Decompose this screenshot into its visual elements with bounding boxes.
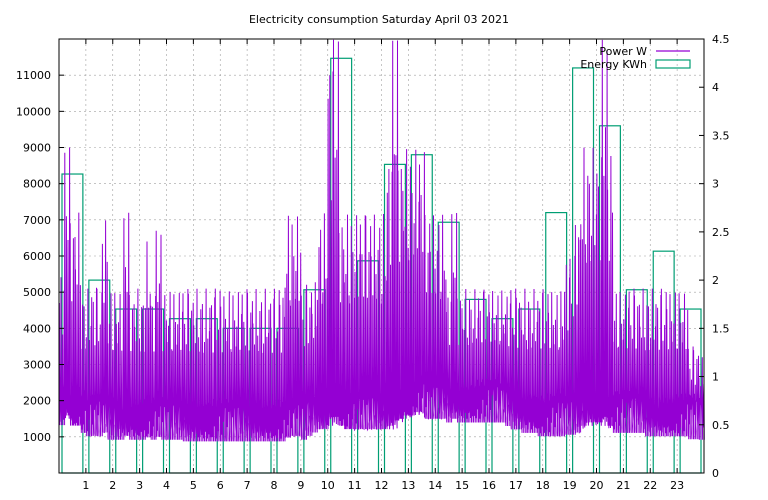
x-tick-label: 23 (670, 479, 684, 492)
legend-swatch-energy (655, 59, 691, 69)
x-tick-label: 2 (109, 479, 116, 492)
y2-tick-label: 2.5 (712, 226, 730, 239)
y-tick-label: 3000 (23, 359, 51, 372)
x-tick-label: 18 (536, 479, 550, 492)
y-tick-label: 8000 (23, 178, 51, 191)
y-tick-label: 10000 (16, 105, 51, 118)
x-tick-label: 17 (509, 479, 523, 492)
x-tick-label: 19 (563, 479, 577, 492)
y-tick-label: 6000 (23, 250, 51, 263)
x-tick-label: 10 (321, 479, 335, 492)
y2-tick-label: 2 (712, 274, 719, 287)
y2-tick-label: 0.5 (712, 419, 730, 432)
x-tick-label: 1 (82, 479, 89, 492)
y-tick-label: 9000 (23, 142, 51, 155)
legend: Power W Energy KWh (580, 45, 691, 71)
y2-tick-label: 0 (712, 467, 719, 480)
x-tick-label: 12 (375, 479, 389, 492)
x-tick-label: 5 (190, 479, 197, 492)
chart-title: Electricity consumption Saturday April 0… (249, 13, 509, 26)
x-tick-label: 3 (136, 479, 143, 492)
y2-tick-label: 1 (712, 371, 719, 384)
y-tick-label: 5000 (23, 286, 51, 299)
power-series-path (58, 39, 705, 442)
y-tick-label: 7000 (23, 214, 51, 227)
y2-tick-label: 4 (712, 81, 719, 94)
y2-tick-label: 3 (712, 178, 719, 191)
legend-label-power: Power W (599, 45, 647, 58)
y2-tick-label: 4.5 (712, 33, 730, 46)
power-line (58, 39, 705, 442)
y-tick-label: 4000 (23, 322, 51, 335)
x-tick-label: 22 (643, 479, 657, 492)
x-tick-label: 13 (401, 479, 415, 492)
x-tick-label: 8 (271, 479, 278, 492)
x-tick-label: 14 (428, 479, 442, 492)
x-tick-label: 21 (616, 479, 630, 492)
legend-label-energy: Energy KWh (580, 58, 647, 71)
x-tick-label: 15 (455, 479, 469, 492)
x-tick-label: 4 (163, 479, 170, 492)
x-tick-label: 9 (297, 479, 304, 492)
y-tick-label: 1000 (23, 431, 51, 444)
x-tick-label: 11 (348, 479, 362, 492)
y-tick-label: 11000 (16, 69, 51, 82)
x-tick-label: 7 (244, 479, 251, 492)
y-axis-left: 1000 2000 3000 4000 5000 6000 7000 8000 9000 1000… (16, 69, 64, 444)
x-tick-label: 16 (482, 479, 496, 492)
x-tick-label: 6 (217, 479, 224, 492)
y-tick-label: 2000 (23, 395, 51, 408)
y-axis-right: 0 0.5 1 1.5 2 2.5 3 3.5 4 4.5 (699, 33, 730, 480)
y2-tick-label: 1.5 (712, 322, 730, 335)
y2-tick-label: 3.5 (712, 129, 730, 142)
x-tick-label: 20 (590, 479, 604, 492)
x-axis: 1 2 3 4 5 6 7 8 9 10 11 12 13 14 15 16 17 18 19 20 21 22 23 (82, 39, 684, 492)
